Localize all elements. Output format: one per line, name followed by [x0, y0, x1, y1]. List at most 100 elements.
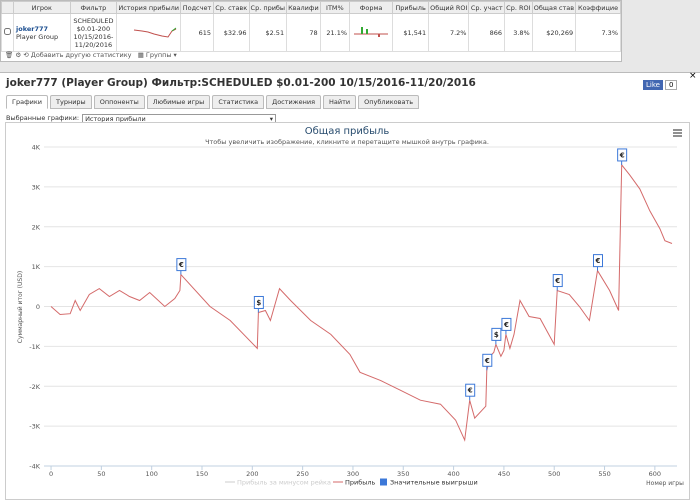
column-header[interactable]: Игрок	[13, 1, 71, 14]
filter-line: 11/20/2016	[74, 40, 113, 49]
cell: 615	[179, 13, 214, 52]
sparkline	[133, 27, 177, 38]
filter-line: 10/15/2016-	[73, 32, 114, 41]
cell: 866	[468, 13, 505, 52]
cell	[116, 13, 181, 52]
column-header[interactable]: Общий ROI	[428, 1, 470, 14]
tab[interactable]: Найти	[323, 95, 357, 109]
chart-title: Общая прибыль	[305, 126, 390, 137]
win-flag	[501, 317, 512, 331]
cell: $2.51	[248, 13, 288, 52]
x-tick-label: 0	[49, 470, 53, 478]
player-group: Player Group	[16, 32, 59, 41]
column-header[interactable]: История прибыли	[116, 1, 181, 14]
chart-subtitle: Чтобы увеличить изображение, кликните и …	[205, 138, 489, 146]
stat-value: $2.51	[265, 28, 285, 37]
close[interactable]: ×	[689, 71, 697, 81]
stat-value: 21.1%	[326, 28, 348, 37]
legend-swatch	[380, 478, 387, 486]
cell: $32.96	[212, 13, 250, 52]
legend-label: Значительные выигрыши	[390, 479, 478, 487]
column-header[interactable]: Прибыль	[392, 1, 430, 14]
stat-value: $1,541	[403, 28, 427, 37]
tab[interactable]: Опубликовать	[358, 95, 420, 109]
x-tick-label: 500	[548, 470, 560, 478]
stat-value: 866	[489, 28, 502, 37]
x-tick-label: 600	[649, 470, 661, 478]
legend-label: Прибыль за минусом рейка	[237, 479, 331, 487]
stats-table-panel: Игрок Фильтр История прибыли Подсчет Ср. ста…	[0, 0, 622, 62]
legend-label: Прибыль	[345, 479, 376, 487]
x-tick-label: 100	[145, 470, 157, 478]
cell: joker777 Player Group	[13, 13, 71, 52]
win-flag	[176, 258, 187, 272]
add-stat[interactable]: Добавить другую статистику	[30, 51, 132, 59]
column-header[interactable]: Подсчет	[179, 1, 214, 14]
fb-like[interactable]: Like 0	[643, 80, 678, 90]
form-chart	[354, 26, 389, 37]
flag-label: $	[256, 299, 261, 307]
win-flag	[253, 295, 264, 309]
menu-icon[interactable]	[673, 129, 682, 137]
column-header[interactable]: Ср. прибы	[248, 1, 288, 14]
y-tick-label: 0	[36, 303, 40, 311]
tab[interactable]: Графики	[6, 95, 49, 109]
y-tick-label: -1K	[29, 343, 40, 351]
flag-label: €	[503, 321, 509, 329]
cell: $20,269	[531, 13, 577, 52]
checkbox-cell[interactable]	[1, 13, 14, 52]
column-header[interactable]: ITM%	[319, 1, 351, 14]
tab[interactable]: Статистика	[212, 95, 265, 109]
flag-label: €	[595, 257, 601, 265]
toolbar: 🗑 ⚙ ⟲ Добавить другую статистику ▦ Групп…	[5, 51, 177, 59]
stat-value: 7.2%	[449, 28, 467, 37]
tabs: Графики Турниры Оппоненты Любимые игры Стати…	[6, 95, 420, 109]
stat-value: $32.96	[223, 28, 247, 37]
profit-line	[50, 163, 673, 442]
tab[interactable]: Достижения	[266, 95, 322, 109]
x-tick-label: 50	[97, 470, 105, 478]
stat-value: 3.8%	[513, 28, 530, 37]
y-tick-label: 4K	[32, 144, 41, 152]
column-header[interactable]: Коэффицие	[575, 1, 621, 14]
stat-value: 7.3%	[601, 28, 618, 37]
flag-label: €	[178, 261, 184, 269]
stats-table: Игрок Фильтр История прибыли Подсчет Ср. ста…	[1, 1, 621, 52]
y-tick-label: -3K	[29, 423, 40, 431]
flag-label: $	[494, 331, 499, 339]
x-tick-label: 450	[498, 470, 510, 478]
stat-value: 78	[309, 28, 318, 37]
groups[interactable]: Группы	[145, 51, 172, 59]
cell: 21.1%	[319, 13, 351, 52]
like-button[interactable]: Like	[643, 80, 663, 90]
filter-line: SCHEDULED	[73, 16, 114, 25]
cell: $1,541	[392, 13, 430, 52]
chart-frame	[5, 122, 690, 500]
column-header[interactable]: Фильтр	[69, 1, 118, 14]
column-header[interactable]: Общая став	[531, 1, 577, 14]
win-flag	[482, 353, 493, 367]
x-tick-label: 200	[246, 470, 258, 478]
y-tick-label: 2K	[32, 223, 41, 231]
flag-label: €	[484, 357, 490, 365]
column-header[interactable]: Форма	[349, 1, 394, 14]
column-header[interactable]: Ср. ROI	[503, 1, 533, 14]
y-tick-label: -4K	[29, 463, 40, 471]
chart: Общая прибыль Чтобы увеличить изображени…	[5, 122, 690, 500]
tab[interactable]: Оппоненты	[93, 95, 145, 109]
x-axis-label: Номер игры	[646, 480, 684, 487]
tab[interactable]: Любимые игры	[146, 95, 211, 109]
win-flag	[465, 383, 476, 397]
column-header[interactable]: Ср. ставк	[212, 1, 250, 14]
column-header[interactable]: Ср. участ	[468, 1, 505, 14]
cell: 78	[286, 13, 321, 52]
tab[interactable]: Турниры	[50, 95, 92, 109]
y-axis-label: Суммарный итог (USD)	[17, 271, 24, 343]
panel-title: joker777 (Player Group) Фильтр:SCHEDULED…	[6, 77, 476, 89]
column-header[interactable]: Квалифи	[286, 1, 321, 14]
selector-label: Выбранные графики:	[6, 114, 80, 122]
y-tick-label: 3K	[32, 183, 41, 191]
x-tick-label: 250	[296, 470, 308, 478]
player-name[interactable]: joker777	[16, 24, 49, 33]
